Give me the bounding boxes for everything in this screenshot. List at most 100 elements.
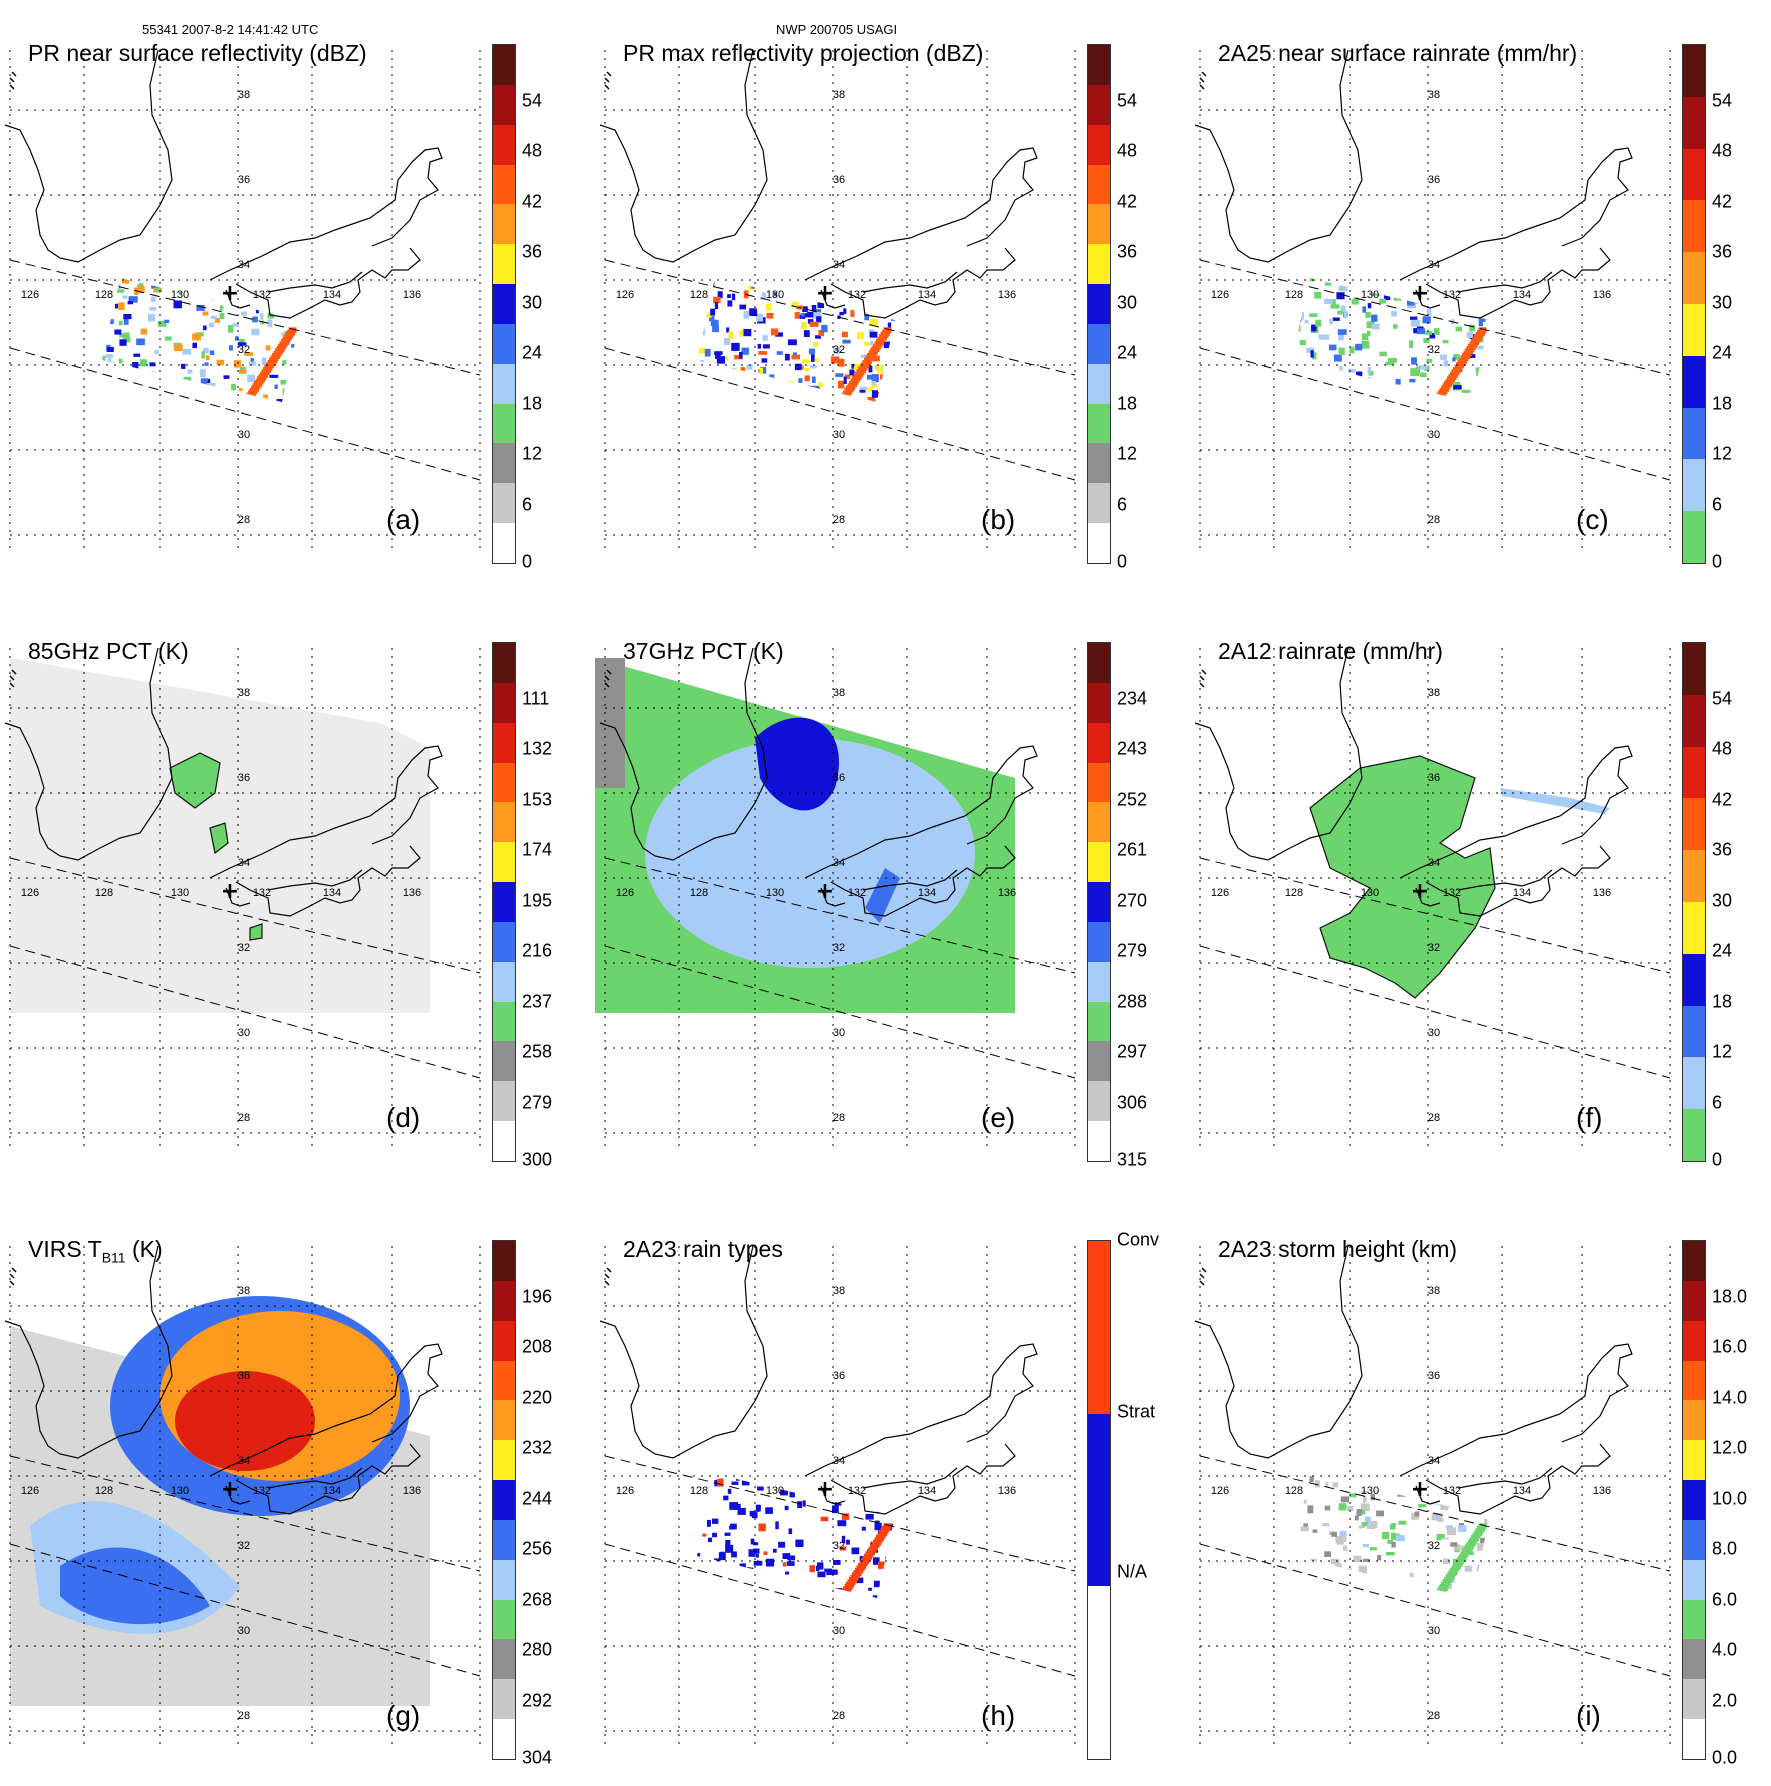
raster-cell [1315,319,1322,327]
lon-label: 130 [1361,289,1379,301]
coast-mark [604,84,610,90]
raster-cell [288,309,296,316]
colorbar-segment [1088,523,1110,564]
raster-cell [1435,1591,1443,1597]
raster-cell [169,278,176,285]
raster-cell [784,353,790,361]
raster-cell [114,303,118,309]
raster-cell [743,329,752,337]
colorbar-tick-label: 0 [522,551,533,572]
raster-cell [867,387,874,392]
raster-cell [1364,386,1373,395]
coastline [1194,647,1633,917]
colorbar-segment [493,1041,515,1082]
raster-cell [192,342,197,349]
colorbar-segment [1088,802,1110,843]
colorbar-tick-label: 216 [522,940,553,961]
raster-cell [880,374,887,380]
raster-cell [1356,371,1363,379]
raster-cell [241,311,247,316]
raster-cell [1461,389,1471,393]
colorbar-segment [1683,850,1705,903]
panel-d-field [10,658,430,1013]
colorbar-segment [493,443,515,484]
coast-path [225,1485,251,1505]
raster-cell [853,1474,860,1481]
raster-cell [189,390,196,397]
colorbar-tick-label: 54 [522,90,543,111]
raster-cell [810,365,817,369]
raster-cell [1458,1523,1465,1527]
colorbar-segment [1088,882,1110,923]
raster-cell [846,1539,850,1545]
raster-cell [1335,1561,1339,1570]
raster-cell [809,348,815,355]
raster-cell [871,390,878,398]
raster-cell [1337,310,1343,315]
panel-label: (e) [981,1102,1016,1133]
raster-cell [876,364,883,373]
raster-cell [120,370,128,377]
lat-label: 34 [238,259,250,271]
raster-cell [1301,1499,1307,1504]
raster-cell [1336,292,1345,300]
raster-cell [1493,1492,1501,1499]
raster-cell [139,359,147,367]
lon-label: 126 [21,1485,39,1497]
colorbar-segment [493,284,515,325]
raster-cell [1358,1525,1366,1529]
raster-cell [1466,1601,1473,1605]
lat-label: 30 [1428,1027,1440,1039]
raster-cell [308,361,312,365]
lat-label: 38 [1428,687,1440,699]
raster-cell [1460,292,1469,298]
raster-cell [164,336,172,341]
coast-mark [606,1267,612,1273]
raster-cell [865,868,900,923]
swath-edge [604,259,1076,376]
colorbar-tick-label: 36 [522,241,543,262]
coast-mark [9,675,15,681]
raster-cell [1411,357,1417,365]
raster-cell [1314,292,1322,299]
raster-cell [888,303,895,309]
raster-cell [731,293,736,301]
raster-cell [252,316,258,323]
header-center: NWP 200705 USAGI [776,22,898,37]
raster-cell [791,354,800,360]
raster-cell [728,331,733,339]
raster-cell [1297,1518,1301,1522]
raster-cell [1328,1540,1337,1545]
raster-cell [822,390,828,398]
lon-label: 134 [323,289,341,301]
lat-label: 28 [238,1710,250,1722]
colorbar-segment [493,1480,515,1521]
raster-cell [156,278,165,281]
colorbar-tick-label: 12 [1117,443,1138,464]
raster-cell [733,1503,741,1510]
raster-cell [717,291,723,299]
raster-cell [756,1504,761,1512]
raster-cell [707,400,714,402]
lat-label: 32 [833,1540,845,1552]
raster-cell [1498,1577,1502,1582]
raster-cell [104,383,112,387]
colorbar-tick-label: N/A [1117,1561,1148,1582]
raster-cell [818,330,824,337]
colorbar-tick-label: 12 [1712,1041,1733,1062]
raster-cell [742,404,747,408]
raster-cell [841,1535,846,1544]
colorbar-tick-label: 48 [1117,140,1138,161]
lat-label: 32 [238,1540,250,1552]
coast-path [1457,271,1553,293]
raster-cell [1409,1573,1414,1577]
coast-path [209,147,443,281]
lat-label: 32 [1428,942,1440,954]
raster-cell [730,390,737,396]
panel-title: 85GHz PCT (K) [28,638,189,665]
raster-cell [1478,320,1483,327]
lon-label: 132 [848,1485,866,1497]
raster-cell [1484,1518,1488,1525]
raster-cell [753,1548,760,1554]
raster-cell [119,339,127,346]
